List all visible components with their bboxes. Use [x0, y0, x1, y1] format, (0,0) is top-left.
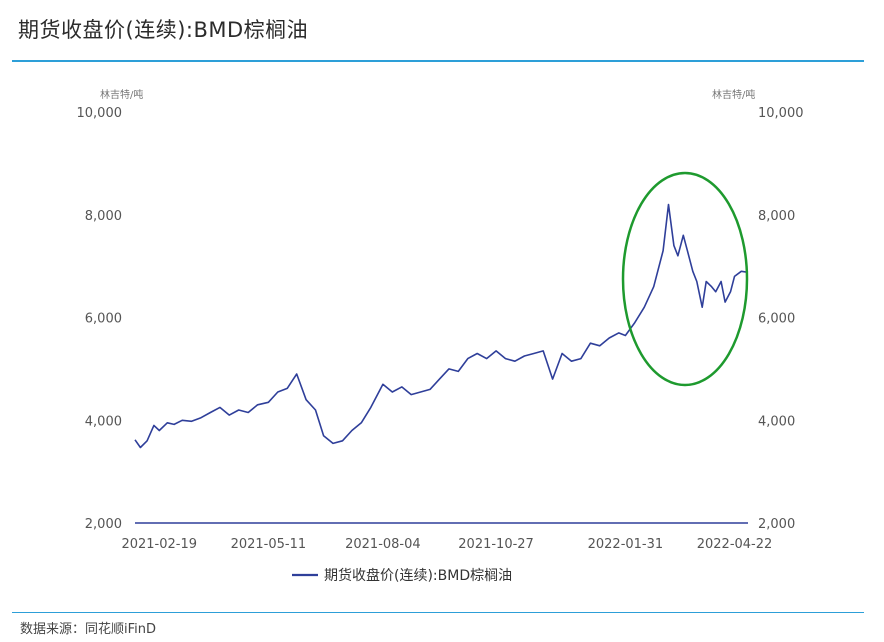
y-axis-left: 2,000 4,000 6,000 8,000 10,000 — [77, 106, 123, 532]
top-divider — [12, 60, 864, 62]
y-unit-left-label: 林吉特/吨 — [100, 88, 143, 101]
y-tick-label-left: 6,000 — [85, 312, 122, 327]
y-tick-label-left: 8,000 — [85, 209, 122, 224]
y-tick-label-right: 2,000 — [758, 517, 795, 532]
y-tick-label-right: 6,000 — [758, 312, 795, 327]
y-tick-label-right: 8,000 — [758, 209, 795, 224]
chart-title: 期货收盘价(连续):BMD棕榈油 — [18, 18, 309, 42]
x-tick-label: 2021-08-04 — [345, 537, 421, 552]
y-unit-right-label: 林吉特/吨 — [712, 88, 755, 101]
highlight-ellipse — [621, 171, 749, 387]
y-axis-right: 2,000 4,000 6,000 8,000 10,000 — [758, 106, 804, 532]
x-axis: 2021-02-19 2021-05-11 2021-08-04 2021-10-27… — [121, 537, 772, 552]
x-tick-label: 2022-01-31 — [588, 537, 664, 552]
bottom-divider — [12, 612, 864, 613]
x-tick-label: 2021-10-27 — [458, 537, 534, 552]
x-tick-label: 2021-05-11 — [231, 537, 307, 552]
y-tick-label-left: 4,000 — [85, 414, 122, 429]
y-tick-label-right: 4,000 — [758, 414, 795, 429]
legend-label: 期货收盘价(连续):BMD棕榈油 — [324, 567, 512, 584]
x-tick-label: 2021-02-19 — [121, 537, 197, 552]
data-source: 数据来源：同花顺iFinD — [20, 622, 157, 637]
y-tick-label-left: 10,000 — [77, 106, 123, 121]
x-tick-label: 2022-04-22 — [697, 537, 773, 552]
y-tick-label-left: 2,000 — [85, 517, 122, 532]
series-line-bmd-palm-oil[interactable] — [134, 203, 749, 449]
y-tick-label-right: 10,000 — [758, 106, 804, 121]
legend: 期货收盘价(连续):BMD棕榈油 — [292, 567, 512, 584]
